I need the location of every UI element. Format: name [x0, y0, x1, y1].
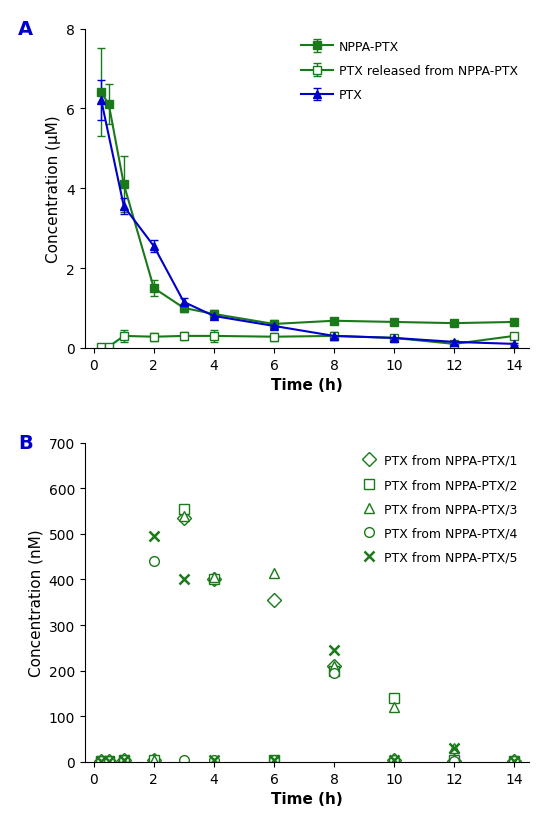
- PTX from NPPA-PTX/5: [180, 575, 187, 585]
- PTX from NPPA-PTX/1: [211, 575, 217, 585]
- X-axis label: Time (h): Time (h): [271, 378, 343, 393]
- PTX from NPPA-PTX/2: [390, 693, 397, 703]
- PTX from NPPA-PTX/1: [511, 756, 518, 766]
- PTX from NPPA-PTX/1: [151, 755, 157, 765]
- PTX from NPPA-PTX/4: [511, 756, 518, 766]
- PTX from NPPA-PTX/4: [331, 668, 337, 678]
- PTX from NPPA-PTX/1: [120, 755, 127, 765]
- PTX from NPPA-PTX/3: [106, 756, 112, 766]
- PTX from NPPA-PTX/1: [98, 756, 104, 766]
- X-axis label: Time (h): Time (h): [271, 791, 343, 806]
- Text: B: B: [18, 433, 33, 452]
- PTX from NPPA-PTX/5: [331, 645, 337, 655]
- PTX from NPPA-PTX/5: [211, 755, 217, 765]
- PTX from NPPA-PTX/2: [98, 756, 104, 766]
- PTX from NPPA-PTX/4: [151, 557, 157, 566]
- PTX from NPPA-PTX/3: [151, 755, 157, 765]
- Legend: NPPA-PTX, PTX released from NPPA-PTX, PTX: NPPA-PTX, PTX released from NPPA-PTX, PT…: [296, 36, 523, 108]
- PTX from NPPA-PTX/3: [98, 756, 104, 766]
- PTX from NPPA-PTX/1: [271, 595, 277, 605]
- Line: PTX from NPPA-PTX/3: PTX from NPPA-PTX/3: [96, 511, 519, 766]
- Line: PTX from NPPA-PTX/5: PTX from NPPA-PTX/5: [96, 532, 519, 766]
- PTX from NPPA-PTX/4: [271, 755, 277, 765]
- PTX from NPPA-PTX/1: [180, 514, 187, 523]
- PTX from NPPA-PTX/3: [451, 743, 458, 753]
- PTX from NPPA-PTX/4: [211, 755, 217, 765]
- PTX from NPPA-PTX/2: [211, 575, 217, 585]
- PTX from NPPA-PTX/1: [106, 756, 112, 766]
- PTX from NPPA-PTX/4: [106, 756, 112, 766]
- PTX from NPPA-PTX/5: [451, 743, 458, 753]
- PTX from NPPA-PTX/1: [331, 662, 337, 672]
- PTX from NPPA-PTX/5: [98, 756, 104, 766]
- Y-axis label: Concentration (μM): Concentration (μM): [46, 115, 60, 263]
- PTX from NPPA-PTX/3: [271, 568, 277, 578]
- PTX from NPPA-PTX/4: [180, 755, 187, 765]
- Legend: PTX from NPPA-PTX/1, PTX from NPPA-PTX/2, PTX from NPPA-PTX/3, PTX from NPPA-PTX: PTX from NPPA-PTX/1, PTX from NPPA-PTX/2…: [354, 449, 523, 569]
- PTX from NPPA-PTX/2: [120, 755, 127, 765]
- PTX from NPPA-PTX/3: [390, 702, 397, 712]
- PTX from NPPA-PTX/4: [451, 756, 458, 766]
- PTX from NPPA-PTX/3: [211, 572, 217, 582]
- PTX from NPPA-PTX/5: [120, 755, 127, 765]
- PTX from NPPA-PTX/2: [106, 756, 112, 766]
- PTX from NPPA-PTX/5: [511, 756, 518, 766]
- Text: A: A: [18, 20, 33, 39]
- PTX from NPPA-PTX/3: [331, 662, 337, 672]
- PTX from NPPA-PTX/4: [98, 756, 104, 766]
- PTX from NPPA-PTX/3: [120, 755, 127, 765]
- Line: PTX from NPPA-PTX/1: PTX from NPPA-PTX/1: [96, 514, 519, 766]
- PTX from NPPA-PTX/3: [511, 756, 518, 766]
- PTX from NPPA-PTX/2: [151, 755, 157, 765]
- PTX from NPPA-PTX/3: [180, 511, 187, 521]
- Y-axis label: Concentration (nM): Concentration (nM): [28, 528, 43, 676]
- PTX from NPPA-PTX/5: [271, 755, 277, 765]
- PTX from NPPA-PTX/5: [151, 532, 157, 542]
- Line: PTX from NPPA-PTX/2: PTX from NPPA-PTX/2: [96, 504, 519, 766]
- PTX from NPPA-PTX/2: [271, 755, 277, 765]
- PTX from NPPA-PTX/4: [390, 755, 397, 765]
- PTX from NPPA-PTX/1: [451, 756, 458, 766]
- PTX from NPPA-PTX/2: [180, 504, 187, 514]
- PTX from NPPA-PTX/5: [106, 756, 112, 766]
- PTX from NPPA-PTX/4: [120, 755, 127, 765]
- Line: PTX from NPPA-PTX/4: PTX from NPPA-PTX/4: [96, 557, 519, 766]
- PTX from NPPA-PTX/2: [451, 755, 458, 765]
- PTX from NPPA-PTX/1: [390, 755, 397, 765]
- PTX from NPPA-PTX/2: [331, 666, 337, 676]
- PTX from NPPA-PTX/5: [390, 755, 397, 765]
- PTX from NPPA-PTX/2: [511, 756, 518, 766]
